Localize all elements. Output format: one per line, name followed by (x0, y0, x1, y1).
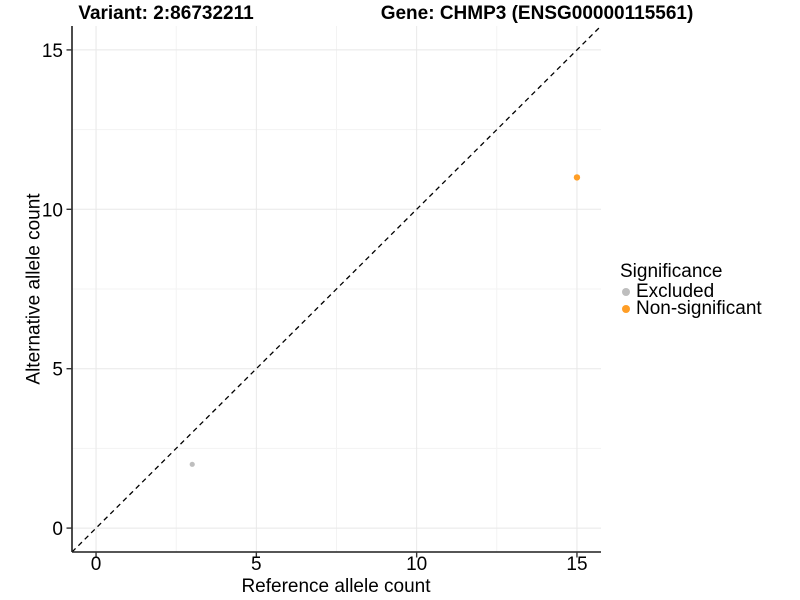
data-point-non-significant (573, 174, 581, 181)
legend-title: Significance (620, 261, 723, 282)
y-tick-label: 5 (52, 360, 63, 381)
legend-key-dot-icon (622, 287, 630, 296)
variant-title: Variant: 2:86732211 (78, 3, 254, 24)
legend-item-excluded: Excluded (620, 280, 762, 302)
legend-items: Excluded Non-significant (620, 280, 762, 319)
y-tick-label: 10 (42, 200, 63, 221)
y-tick-label: 15 (42, 41, 63, 62)
x-tick-label: 15 (566, 554, 587, 575)
legend-item-label: Excluded (636, 280, 715, 302)
identity-dashed-line (71, 25, 602, 553)
legend-key-dot-icon (622, 304, 630, 313)
y-tick-label: 0 (52, 519, 63, 540)
x-axis-label: Reference allele count (241, 576, 431, 597)
gene-title: Gene: CHMP3 (ENSG00000115561) (380, 3, 694, 24)
legend-item-non-significant: Non-significant (620, 297, 762, 319)
legend: Significance Excluded Non-significant (620, 261, 762, 319)
x-tick-label: 0 (91, 554, 102, 575)
y-axis-label: Alternative allele count (23, 193, 45, 385)
legend-item-label: Non-significant (636, 297, 762, 319)
x-tick-label: 5 (251, 554, 262, 575)
x-tick-label: 10 (406, 554, 427, 575)
data-point-excluded (189, 461, 195, 467)
